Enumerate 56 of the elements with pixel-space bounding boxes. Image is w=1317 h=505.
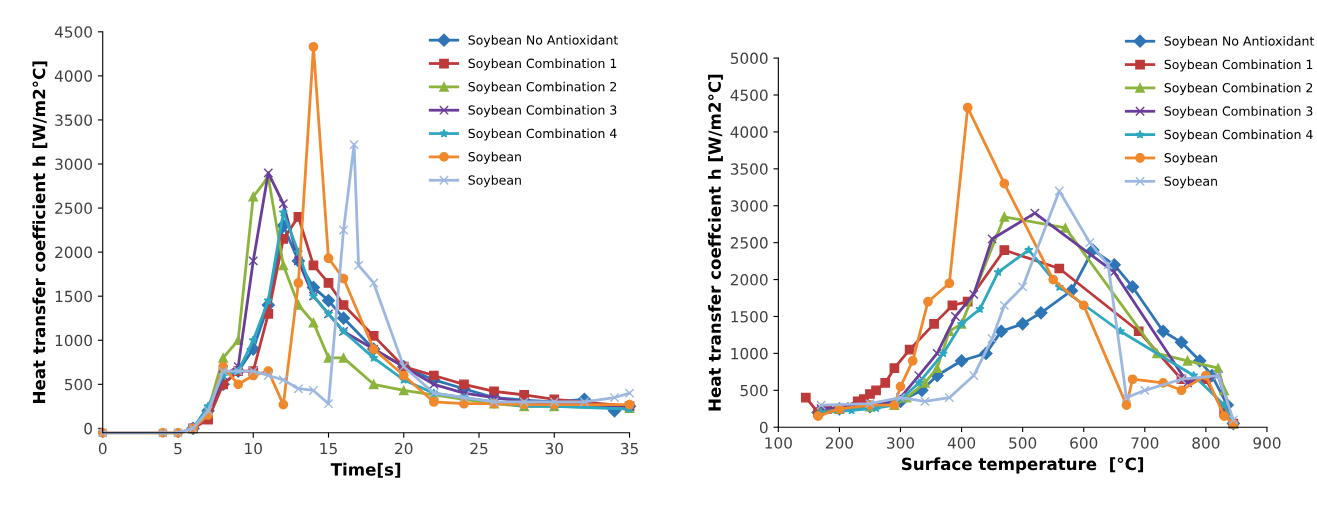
y-tick-label: 500 — [65, 378, 92, 391]
x-tick-label: 600 — [1070, 437, 1098, 449]
legend-label: Soybean — [1164, 152, 1217, 165]
x-tick-label: 200 — [825, 437, 853, 449]
x-tick-label: 900 — [1253, 437, 1281, 449]
y-tick-label: 1500 — [55, 290, 92, 303]
y-tick-label: 2000 — [730, 274, 768, 286]
legend-label: Soybean — [1164, 176, 1217, 189]
y-tick-label: 3000 — [730, 200, 768, 212]
y-axis-title: Heat transfer coefficient h [W/m2°C] — [32, 61, 48, 403]
y-tick-label: 5000 — [730, 52, 768, 65]
y-tick-label: 0 — [84, 422, 92, 435]
legend-label: Soybean No Antioxidant — [1164, 36, 1315, 49]
x-axis-title: Surface temperature [°C] — [902, 457, 1144, 474]
y-tick-label: 4000 — [54, 70, 92, 82]
x-tick-label: 100 — [765, 437, 792, 449]
legend-label: Soybean Combination 3 — [468, 105, 617, 118]
y-axis-title: Heat transfer coeffcient h [W/m2°C] — [708, 74, 723, 411]
y-tick-label: 1000 — [731, 347, 768, 360]
legend-label: Soybean Combination 4 — [468, 128, 617, 141]
x-tick-label: 30 — [545, 442, 563, 455]
y-tick-label: 3000 — [55, 158, 92, 171]
y-tick-label: 2500 — [55, 202, 92, 215]
legend-label: Soybean — [468, 175, 521, 188]
legend-label: Soybean Combination 2 — [468, 81, 617, 94]
y-tick-label: 2500 — [730, 237, 768, 249]
y-tick-label: 1000 — [55, 334, 92, 347]
legend-label: Soybean Combination 1 — [468, 58, 617, 71]
x-tick-label: 10 — [245, 442, 262, 455]
y-tick-label: 4000 — [730, 126, 768, 138]
x-tick-label: 800 — [1192, 437, 1220, 449]
y-tick-label: 1500 — [731, 310, 768, 323]
x-tick-label: 400 — [947, 437, 976, 449]
legend-label: Soybean — [468, 151, 521, 164]
legend-label: Soybean Combination 2 — [1164, 82, 1313, 95]
y-tick-label: 3500 — [55, 114, 92, 126]
x-tick-label: 20 — [395, 442, 413, 455]
y-tick-label: 0 — [759, 421, 768, 434]
x-tick-label: 500 — [1009, 437, 1037, 449]
legend-label: Soybean Combination 4 — [1164, 129, 1313, 142]
y-tick-label: 4500 — [730, 89, 768, 102]
legend-label: Soybean No Antioxidant — [468, 35, 618, 48]
y-tick-label: 2000 — [55, 246, 92, 259]
x-tick-label: 300 — [887, 437, 915, 449]
x-axis-title: Time[s] — [330, 462, 401, 478]
y-tick-label: 4500 — [54, 26, 92, 38]
x-tick-label: 25 — [470, 442, 488, 455]
x-tick-label: 0 — [98, 442, 107, 455]
y-tick-label: 3500 — [730, 163, 768, 175]
y-tick-label: 500 — [740, 384, 768, 397]
legend-label: Soybean Combination 3 — [1164, 106, 1313, 119]
x-tick-label: 15 — [320, 442, 337, 455]
x-tick-label: 700 — [1131, 437, 1159, 449]
legend-label: Soybean Combination 1 — [1164, 59, 1313, 72]
x-tick-label: 35 — [620, 442, 638, 455]
x-tick-label: 5 — [174, 442, 182, 455]
